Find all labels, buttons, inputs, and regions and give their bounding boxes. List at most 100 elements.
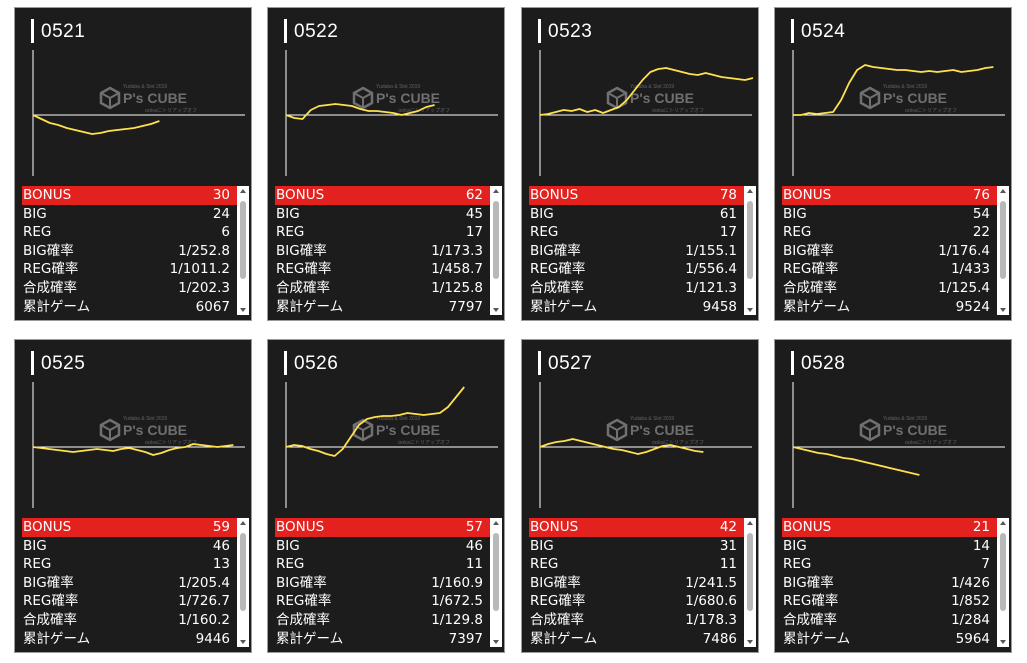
scroll-down-arrow-icon[interactable] <box>1000 640 1006 644</box>
scroll-thumb[interactable] <box>1000 533 1006 611</box>
stat-label: BONUS <box>530 519 579 535</box>
stat-value: 59 <box>212 519 230 535</box>
stat-value: 5964 <box>955 630 990 647</box>
scroll-up-arrow-icon[interactable] <box>747 521 753 525</box>
scroll-down-arrow-icon[interactable] <box>240 640 246 644</box>
watermark-brand-text: P's CUBE <box>630 90 694 106</box>
scroll-up-arrow-icon[interactable] <box>1000 189 1006 193</box>
trend-line <box>539 438 704 455</box>
watermark-top-text: Yudaba & Slot 2019 <box>376 84 420 90</box>
stat-value: 13 <box>212 556 230 573</box>
watermark-top-text: Yudaba & Slot 2019 <box>123 416 167 422</box>
machine-card[interactable]: 0525 Yudaba & Slot 2019 P's CUBE ookaにトリアップ… <box>14 339 252 653</box>
stat-label: 合成確率 <box>530 611 584 628</box>
watermark-sub-text: ookaにトリアップオフ <box>398 108 450 114</box>
scroll-down-arrow-icon[interactable] <box>747 640 753 644</box>
scroll-down-arrow-icon[interactable] <box>1000 308 1006 312</box>
scroll-up-arrow-icon[interactable] <box>747 189 753 193</box>
machine-card[interactable]: 0527 Yudaba & Slot 2019 P's CUBE ookaにトリアップ… <box>521 339 759 653</box>
stats-table: BONUS 21 BIG 14 REG 7 BIG確率 1/426 REG確率 1/852 合成確率… <box>782 518 997 647</box>
stat-label: REG <box>530 224 559 241</box>
scroll-up-arrow-icon[interactable] <box>493 189 499 193</box>
machine-card[interactable]: 0523 Yudaba & Slot 2019 P's CUBE ookaにトリアップ… <box>521 7 759 321</box>
stat-row-reg-rate: REG確率 1/1011.2 <box>22 260 237 279</box>
watermark-sub-text: ookaにトリアップオフ <box>905 108 957 114</box>
stats-scrollbar[interactable] <box>490 186 502 315</box>
machine-card[interactable]: 0524 Yudaba & Slot 2019 P's CUBE ookaにトリアップ… <box>774 7 1012 321</box>
stat-value: 11 <box>465 556 483 573</box>
stat-value: 1/458.7 <box>431 261 483 278</box>
scroll-thumb[interactable] <box>240 533 246 611</box>
scroll-down-arrow-icon[interactable] <box>493 640 499 644</box>
trend-line <box>539 67 754 116</box>
stat-value: 17 <box>719 224 737 241</box>
stats-scrollbar[interactable] <box>237 518 249 647</box>
stat-label: BIG <box>783 205 807 222</box>
scroll-up-arrow-icon[interactable] <box>493 521 499 525</box>
stat-value: 1/129.8 <box>431 611 483 628</box>
title-accent-bar <box>31 19 34 43</box>
stat-value: 7797 <box>448 298 483 315</box>
watermark-brand-text: P's CUBE <box>883 422 947 438</box>
scroll-thumb[interactable] <box>1000 201 1006 279</box>
stat-value: 1/202.3 <box>178 279 230 296</box>
scroll-up-arrow-icon[interactable] <box>240 521 246 525</box>
stat-row-bonus: BONUS 57 <box>275 518 490 537</box>
stat-label: BIG <box>23 537 47 554</box>
scroll-down-arrow-icon[interactable] <box>240 308 246 312</box>
stat-label: 合成確率 <box>276 611 330 628</box>
stat-row-bonus: BONUS 62 <box>275 186 490 205</box>
stat-label: BONUS <box>23 519 72 535</box>
stats-table: BONUS 57 BIG 46 REG 11 BIG確率 1/160.9 REG確率 1/672.… <box>275 518 490 647</box>
stats-scrollbar[interactable] <box>237 186 249 315</box>
stat-row-reg: REG 11 <box>529 555 744 574</box>
trend-line <box>793 64 994 116</box>
title-accent-bar <box>284 19 287 43</box>
stat-value: 30 <box>212 187 230 203</box>
scroll-down-arrow-icon[interactable] <box>493 308 499 312</box>
scroll-up-arrow-icon[interactable] <box>1000 521 1006 525</box>
machine-card[interactable]: 0522 Yudaba & Slot 2019 P's CUBE ookaにトリアップ… <box>267 7 505 321</box>
stat-row-total-rate: 合成確率 1/202.3 <box>22 279 237 298</box>
stat-value: 9458 <box>702 298 737 315</box>
stats-scrollbar[interactable] <box>997 186 1009 315</box>
stat-label: REG <box>276 224 305 241</box>
stats-scrollbar[interactable] <box>744 186 756 315</box>
stat-row-big: BIG 31 <box>529 537 744 556</box>
scroll-thumb[interactable] <box>493 201 499 279</box>
watermark-brand-text: P's CUBE <box>123 422 187 438</box>
stat-label: BIG <box>23 205 47 222</box>
watermark-top-text: Yudaba & Slot 2019 <box>883 416 927 422</box>
watermark-top-text: Yudaba & Slot 2019 <box>630 416 674 422</box>
scroll-thumb[interactable] <box>747 533 753 611</box>
stats-scrollbar[interactable] <box>997 518 1009 647</box>
stats-scrollbar[interactable] <box>490 518 502 647</box>
scroll-thumb[interactable] <box>240 201 246 279</box>
machine-card[interactable]: 0526 Yudaba & Slot 2019 P's CUBE ookaにトリアップ… <box>267 339 505 653</box>
stat-label: BIG <box>276 537 300 554</box>
stats-scrollbar[interactable] <box>744 518 756 647</box>
stat-row-big-rate: BIG確率 1/426 <box>782 574 997 593</box>
stat-row-reg: REG 6 <box>22 223 237 242</box>
machine-card[interactable]: 0521 Yudaba & Slot 2019 P's CUBE ookaにトリアップ… <box>14 7 252 321</box>
stat-row-games: 累計ゲーム 9524 <box>782 298 997 317</box>
scroll-up-arrow-icon[interactable] <box>240 189 246 193</box>
stat-row-big-rate: BIG確率 1/241.5 <box>529 574 744 593</box>
stat-label: 合成確率 <box>783 611 837 628</box>
stat-value: 1/680.6 <box>685 593 737 610</box>
stat-row-big: BIG 54 <box>782 205 997 224</box>
stat-label: BONUS <box>783 519 832 535</box>
scroll-thumb[interactable] <box>747 201 753 279</box>
stat-label: REG確率 <box>276 593 332 610</box>
stat-row-games: 累計ゲーム 9446 <box>22 630 237 649</box>
machine-card[interactable]: 0528 Yudaba & Slot 2019 P's CUBE ookaにトリアップ… <box>774 339 1012 653</box>
stat-row-reg: REG 11 <box>275 555 490 574</box>
scroll-thumb[interactable] <box>493 533 499 611</box>
stat-value: 1/556.4 <box>685 261 737 278</box>
scroll-down-arrow-icon[interactable] <box>747 308 753 312</box>
